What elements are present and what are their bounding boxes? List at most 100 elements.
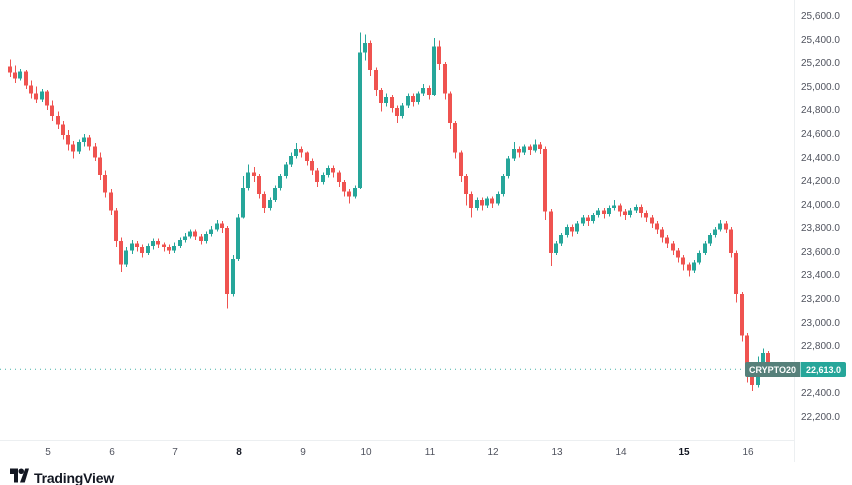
candle-body [713, 229, 717, 236]
candle-body [623, 211, 627, 216]
time-tick-label: 12 [487, 447, 499, 458]
time-tick-label: 6 [109, 447, 115, 458]
time-tick-label: 13 [551, 447, 563, 458]
candle-body [262, 193, 266, 209]
candle-body [140, 247, 144, 253]
candle-body [596, 210, 600, 216]
candle-body [246, 172, 250, 188]
candle-body [45, 91, 49, 106]
candle-body [34, 93, 38, 100]
candle-body [734, 252, 738, 295]
candle-body [358, 52, 362, 189]
candle-body [135, 243, 139, 247]
candle-body [231, 258, 235, 295]
candle-body [257, 176, 261, 194]
candle-body [156, 241, 160, 245]
candle-body [469, 193, 473, 209]
candle-body [421, 87, 425, 94]
candle-body [427, 87, 431, 95]
candle-body [416, 93, 420, 102]
candle-body [294, 149, 298, 157]
candle-body [353, 188, 357, 197]
candle-body [740, 294, 744, 336]
time-tick-label: 10 [360, 447, 372, 458]
candle-body [750, 370, 754, 385]
candle-body [575, 223, 579, 232]
candle-body [703, 243, 707, 253]
candle-body [687, 264, 691, 271]
candle-body [665, 237, 669, 244]
candle-body [501, 176, 505, 194]
candle-body [103, 175, 107, 193]
candle-body [591, 215, 595, 221]
candle-body [639, 206, 643, 213]
candlestick-series [8, 32, 770, 391]
price-tick-label: 25,200.0 [801, 58, 840, 69]
candle-body [273, 188, 277, 200]
candle-body [204, 234, 208, 242]
candle-body [119, 241, 123, 265]
candle-body [109, 192, 113, 211]
time-tick-label: 11 [424, 447, 436, 458]
candle-body [321, 175, 325, 183]
candle-body [586, 217, 590, 221]
candle-body [538, 144, 542, 150]
candle-body [512, 149, 516, 159]
candle-body [326, 168, 330, 176]
candle-body [581, 217, 585, 224]
candle-body [241, 188, 245, 218]
candle-body [331, 168, 335, 173]
price-tick-label: 24,400.0 [801, 153, 840, 164]
candle-body [607, 208, 611, 214]
candle-body [766, 353, 770, 370]
candle-body [40, 91, 44, 100]
candle-body [151, 241, 155, 246]
candle-body [612, 205, 616, 209]
candle-body [644, 212, 648, 218]
candle-body [130, 243, 134, 251]
candle-body [162, 244, 166, 247]
candle-body [549, 211, 553, 253]
candle-body [485, 198, 489, 206]
candle-body [453, 123, 457, 153]
candle-body [77, 142, 81, 152]
candle-body [305, 152, 309, 161]
time-scale[interactable]: 5 6 7 8 9 10 11 12 13 14 15 16 [0, 440, 794, 464]
candle-body [506, 158, 510, 177]
last-price-value: 22,613.0 [800, 362, 847, 377]
candle-body [522, 146, 526, 153]
candle-body [718, 223, 722, 230]
candle-body [724, 223, 728, 230]
candle-body [146, 245, 150, 253]
candle-body [671, 243, 675, 251]
time-tick-label: 8 [236, 447, 242, 458]
candle-body [480, 199, 484, 206]
price-tick-label: 23,800.0 [801, 223, 840, 234]
candle-body [681, 257, 685, 265]
time-tick-label: 9 [300, 447, 306, 458]
time-tick-label: 7 [172, 447, 178, 458]
candle-body [729, 229, 733, 253]
price-tick-label: 25,000.0 [801, 82, 840, 93]
candle-body [363, 42, 367, 53]
candle-body [183, 236, 187, 240]
candle-body [29, 85, 33, 94]
candle-body [8, 66, 12, 73]
price-tick-label: 24,800.0 [801, 105, 840, 116]
candle-body [496, 193, 500, 204]
candle-body [236, 217, 240, 259]
price-scale[interactable]: 25,600.0 25,400.0 25,200.0 25,000.0 24,800.0… [794, 0, 852, 462]
price-tick-label: 23,200.0 [801, 294, 840, 305]
candle-body [342, 182, 346, 192]
candle-body [178, 239, 182, 246]
candle-body [93, 146, 97, 158]
candle-body [66, 134, 70, 145]
candle-body [660, 229, 664, 238]
tradingview-logo-text: TradingView [34, 470, 115, 485]
candle-body [708, 235, 712, 244]
price-tick-label: 23,600.0 [801, 247, 840, 258]
candle-body [565, 226, 569, 236]
tradingview-logo[interactable]: TradingView [10, 468, 114, 485]
